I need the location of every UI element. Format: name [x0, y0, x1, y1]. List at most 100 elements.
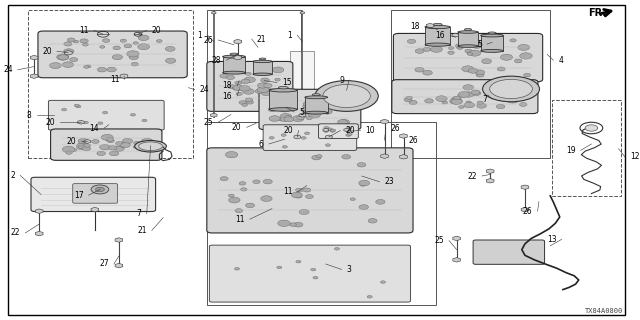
- Circle shape: [278, 220, 291, 227]
- Circle shape: [449, 47, 454, 50]
- Polygon shape: [35, 231, 43, 236]
- Text: 14: 14: [90, 124, 99, 132]
- Circle shape: [97, 67, 106, 72]
- Circle shape: [262, 69, 272, 75]
- Bar: [290, 51, 314, 96]
- Circle shape: [500, 54, 513, 60]
- Circle shape: [107, 139, 115, 143]
- Circle shape: [465, 49, 472, 53]
- Circle shape: [63, 62, 74, 68]
- Bar: [458, 32, 478, 46]
- Polygon shape: [211, 113, 217, 117]
- Bar: [305, 97, 328, 113]
- Circle shape: [77, 143, 83, 146]
- Ellipse shape: [315, 81, 378, 111]
- Circle shape: [74, 40, 79, 43]
- Circle shape: [303, 188, 311, 192]
- Ellipse shape: [425, 26, 451, 29]
- Circle shape: [313, 276, 318, 279]
- FancyBboxPatch shape: [473, 240, 545, 264]
- Circle shape: [296, 116, 304, 120]
- Circle shape: [458, 93, 467, 98]
- Circle shape: [307, 117, 312, 120]
- Circle shape: [475, 70, 484, 75]
- Circle shape: [350, 198, 355, 200]
- Polygon shape: [115, 263, 123, 268]
- Text: 7: 7: [137, 209, 141, 218]
- Circle shape: [278, 117, 285, 121]
- Circle shape: [109, 151, 119, 156]
- Text: 26: 26: [408, 136, 418, 145]
- Circle shape: [235, 81, 242, 85]
- Circle shape: [133, 146, 139, 148]
- Polygon shape: [323, 128, 328, 132]
- Circle shape: [458, 92, 470, 97]
- Circle shape: [327, 128, 332, 131]
- Circle shape: [296, 260, 301, 263]
- Circle shape: [129, 55, 138, 60]
- Ellipse shape: [312, 94, 320, 96]
- Circle shape: [127, 51, 139, 57]
- Circle shape: [431, 46, 442, 52]
- Text: 12: 12: [630, 152, 639, 161]
- Circle shape: [85, 65, 91, 68]
- Circle shape: [459, 106, 464, 108]
- Polygon shape: [212, 12, 216, 14]
- Circle shape: [282, 146, 287, 148]
- Text: 27: 27: [99, 260, 109, 268]
- Circle shape: [70, 58, 77, 62]
- Circle shape: [461, 66, 474, 72]
- Circle shape: [359, 205, 369, 210]
- Text: 25: 25: [204, 118, 213, 127]
- Ellipse shape: [223, 71, 245, 74]
- Text: 3: 3: [347, 265, 351, 274]
- Circle shape: [467, 52, 473, 55]
- Text: 17: 17: [74, 191, 83, 200]
- Bar: [269, 90, 297, 109]
- Ellipse shape: [433, 23, 442, 26]
- Circle shape: [415, 68, 424, 72]
- Circle shape: [122, 139, 132, 144]
- Text: 22: 22: [11, 228, 20, 237]
- FancyBboxPatch shape: [38, 31, 188, 78]
- Circle shape: [280, 117, 288, 121]
- Circle shape: [276, 266, 282, 269]
- Circle shape: [347, 133, 352, 135]
- Text: 22: 22: [467, 172, 477, 180]
- Circle shape: [302, 108, 314, 114]
- Ellipse shape: [269, 108, 297, 111]
- Ellipse shape: [230, 53, 238, 55]
- Circle shape: [289, 97, 294, 100]
- Circle shape: [325, 144, 330, 146]
- Circle shape: [299, 210, 309, 214]
- Ellipse shape: [305, 111, 328, 114]
- Circle shape: [281, 102, 291, 107]
- Text: 26: 26: [204, 36, 213, 44]
- Circle shape: [138, 35, 149, 41]
- Circle shape: [482, 59, 492, 64]
- Bar: [207, 122, 436, 305]
- Circle shape: [406, 96, 412, 100]
- Circle shape: [272, 67, 284, 73]
- Circle shape: [241, 79, 250, 84]
- Circle shape: [337, 98, 350, 104]
- Circle shape: [78, 139, 88, 144]
- Circle shape: [463, 92, 474, 97]
- FancyBboxPatch shape: [392, 80, 538, 114]
- Polygon shape: [294, 135, 301, 139]
- Circle shape: [504, 84, 516, 90]
- Circle shape: [524, 73, 531, 77]
- Circle shape: [281, 134, 286, 136]
- Circle shape: [269, 116, 280, 121]
- Circle shape: [296, 188, 303, 192]
- Circle shape: [337, 120, 348, 124]
- Circle shape: [312, 155, 321, 160]
- Ellipse shape: [253, 60, 272, 63]
- Circle shape: [471, 90, 480, 94]
- Circle shape: [339, 119, 349, 125]
- Circle shape: [342, 155, 351, 159]
- Text: 20: 20: [284, 126, 294, 135]
- Circle shape: [264, 84, 272, 88]
- Circle shape: [101, 134, 113, 140]
- Circle shape: [74, 104, 79, 107]
